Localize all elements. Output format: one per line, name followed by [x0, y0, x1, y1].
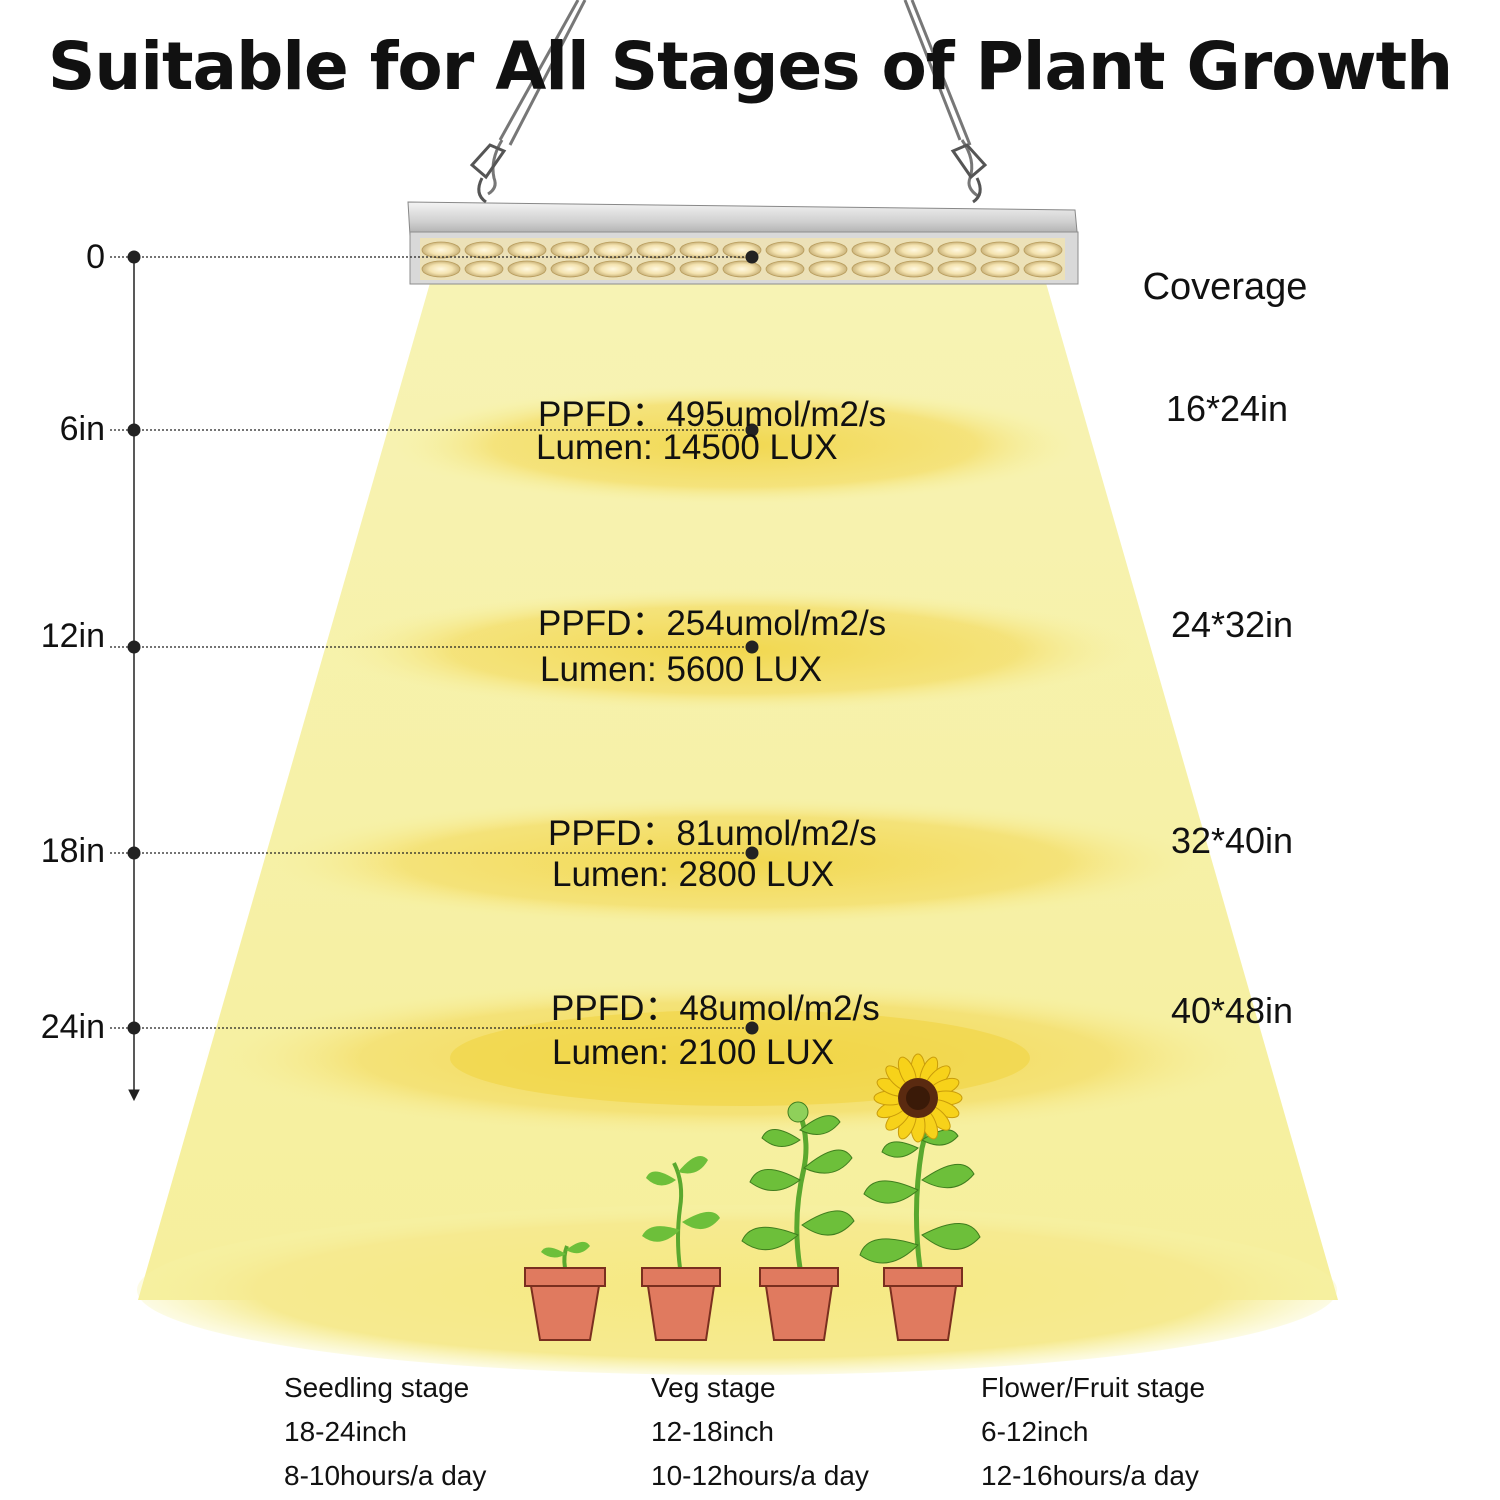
- led-chip: [765, 260, 805, 278]
- stage-flower: Flower/Fruit stage 6-12inch 12-16hours/a…: [981, 1366, 1205, 1498]
- lumen-18in: Lumen: 2800 LUX: [552, 855, 835, 894]
- stage-veg-hours: 10-12hours/a day: [651, 1460, 869, 1491]
- led-panel: [407, 201, 1079, 285]
- led-chip: [980, 241, 1020, 259]
- hanging-wires: [487, 0, 979, 198]
- floor-light-pool: [137, 1205, 1337, 1375]
- ppfd-18in: PPFD：81umol/m2/s: [548, 814, 877, 853]
- led-chip: [937, 260, 977, 278]
- distance-label-24in: 24in: [40, 1008, 105, 1046]
- led-chip: [636, 260, 676, 278]
- flowering-plant: [859, 1107, 981, 1269]
- hanger-clips: [469, 143, 988, 204]
- led-chip: [851, 241, 891, 259]
- led-chip: [550, 241, 590, 259]
- led-chip: [464, 260, 504, 278]
- led-chip: [937, 241, 977, 259]
- stage-veg-name: Veg stage: [651, 1372, 776, 1403]
- distance-axis: [110, 250, 759, 1102]
- led-chip: [722, 260, 762, 278]
- led-chip: [1023, 260, 1063, 278]
- led-chip: [851, 260, 891, 278]
- stage-seedling-distance: 18-24inch: [284, 1416, 407, 1447]
- led-chip: [507, 241, 547, 259]
- stage-veg: Veg stage 12-18inch 10-12hours/a day: [651, 1366, 869, 1498]
- budding-plant: [741, 1101, 855, 1269]
- coverage-12in: 24*32in: [1170, 604, 1294, 645]
- led-chip: [421, 241, 461, 259]
- light-pool-12in: [330, 588, 1140, 712]
- coverage-6in: 16*24in: [1165, 388, 1289, 429]
- veg-pot: [641, 1267, 721, 1341]
- lumen-24in: Lumen: 2100 LUX: [552, 1033, 835, 1072]
- budding-pot: [759, 1267, 839, 1341]
- stage-seedling: Seedling stage 18-24inch 8-10hours/a day: [284, 1366, 486, 1498]
- led-chip: [1023, 241, 1063, 259]
- page-title: Suitable for All Stages of Plant Growth: [47, 28, 1453, 105]
- flowering-pot: [883, 1267, 963, 1341]
- stage-seedling-name: Seedling stage: [284, 1372, 470, 1403]
- light-pool-18in: [260, 797, 1210, 927]
- seedling-pot: [524, 1267, 606, 1341]
- led-chip: [593, 241, 633, 259]
- stage-flower-hours: 12-16hours/a day: [981, 1460, 1199, 1491]
- led-chip: [593, 260, 633, 278]
- coverage-header: Coverage: [1142, 266, 1308, 308]
- coverage-18in: 32*40in: [1170, 820, 1294, 861]
- ppfd-24in: PPFD：48umol/m2/s: [551, 989, 880, 1028]
- ppfd-12in: PPFD：254umol/m2/s: [538, 604, 887, 643]
- led-chip: [808, 260, 848, 278]
- distance-label-18in: 18in: [40, 832, 105, 870]
- stage-seedling-hours: 8-10hours/a day: [284, 1460, 487, 1491]
- led-chip: [679, 260, 719, 278]
- led-chip: [464, 241, 504, 259]
- led-chip: [765, 241, 805, 259]
- light-pool-6in: [390, 385, 1080, 505]
- led-chip: [679, 241, 719, 259]
- stage-veg-distance: 12-18inch: [651, 1416, 774, 1447]
- coverage-24in: 40*48in: [1170, 990, 1294, 1031]
- ppfd-6in: PPFD：495umol/m2/s: [538, 395, 887, 434]
- led-chip: [894, 260, 934, 278]
- led-chip: [421, 260, 461, 278]
- distance-label-0: 0: [86, 238, 105, 276]
- seedling-plant: [541, 1241, 590, 1269]
- distance-label-12in: 12in: [40, 617, 105, 655]
- stage-flower-distance: 6-12inch: [981, 1416, 1089, 1447]
- led-chip: [507, 260, 547, 278]
- led-chip: [894, 241, 934, 259]
- lumen-6in: Lumen: 14500 LUX: [536, 428, 838, 467]
- led-chip: [550, 260, 590, 278]
- led-chip: [808, 241, 848, 259]
- lumen-12in: Lumen: 5600 LUX: [540, 650, 823, 689]
- veg-plant: [642, 1156, 720, 1269]
- led-chip: [980, 260, 1020, 278]
- led-chip: [636, 241, 676, 259]
- stage-flower-name: Flower/Fruit stage: [981, 1372, 1206, 1403]
- distance-label-6in: 6in: [59, 410, 105, 448]
- sunflower: [873, 1053, 963, 1143]
